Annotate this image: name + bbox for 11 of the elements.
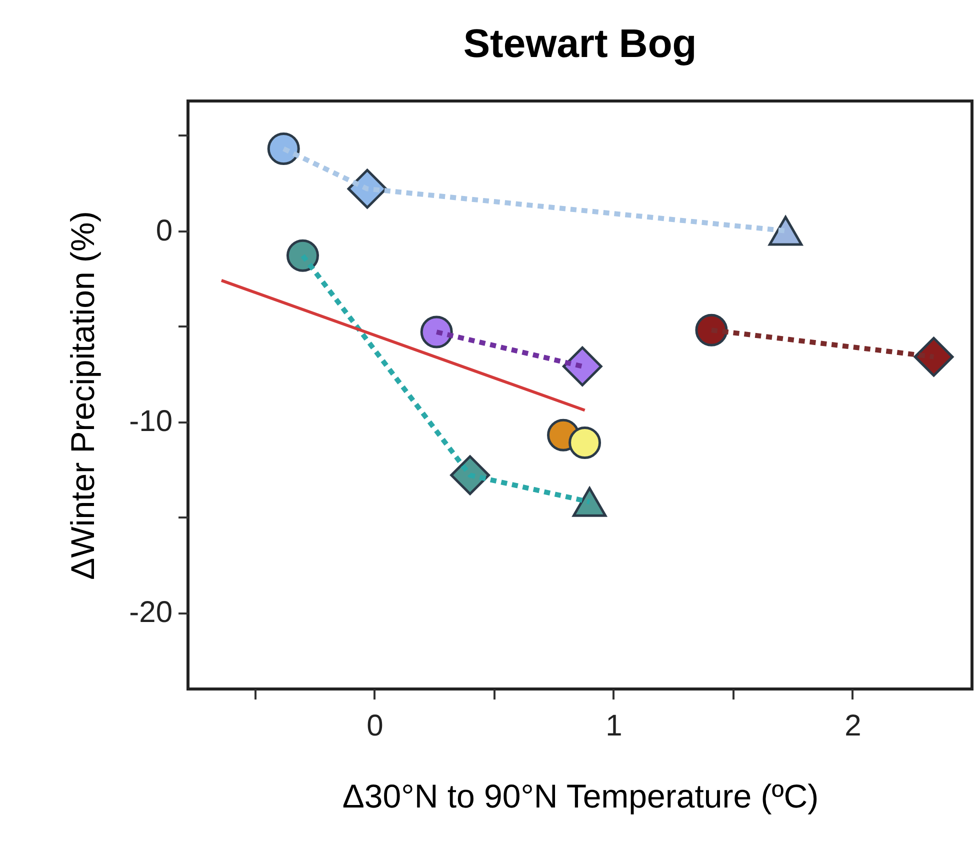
y-tick-label: 0 (156, 214, 172, 248)
point (568, 426, 602, 459)
x-axis-title: Δ30°N to 90°N Temperature (ºC) (342, 778, 819, 814)
chart-title: Stewart Bog (463, 22, 697, 66)
x-tick-label: 2 (844, 710, 862, 742)
y-tick-label: -20 (129, 596, 172, 630)
x-tick-label: 1 (606, 710, 622, 742)
y-axis-title: ΔWinter Precipitation (%) (64, 211, 102, 580)
point (768, 216, 803, 246)
x-tick-label: 0 (366, 710, 384, 742)
y-tick-label: -10 (129, 405, 172, 438)
